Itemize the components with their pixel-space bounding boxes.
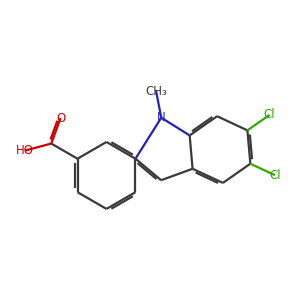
Text: O: O (56, 112, 65, 124)
Text: Cl: Cl (264, 108, 275, 121)
Text: N: N (157, 111, 166, 124)
Text: CH₃: CH₃ (145, 85, 167, 98)
Text: HO: HO (16, 144, 34, 157)
Text: Cl: Cl (269, 169, 281, 182)
